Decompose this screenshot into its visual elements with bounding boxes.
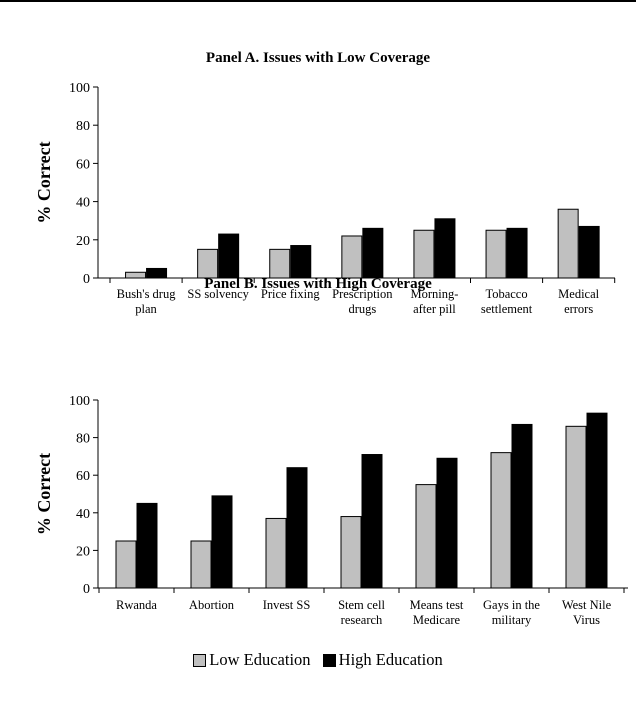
panel-a-bar-high	[290, 245, 312, 279]
legend-swatch-low	[193, 653, 207, 667]
panel-a-bar-high	[146, 267, 168, 279]
panel-b-category-label: Medicare	[413, 613, 461, 627]
panel-b-bar-high	[586, 412, 608, 589]
panel-b-category-label: Gays in the	[483, 598, 540, 612]
panel-b-bar-low	[415, 484, 437, 589]
panel-a-bar-low	[485, 229, 507, 279]
legend: Low Education High Education	[0, 650, 636, 672]
top-rule	[0, 0, 636, 2]
panel-b-category-label: military	[492, 613, 532, 627]
panel-a-bar-low	[197, 248, 219, 279]
legend-item-high: High Education	[322, 650, 443, 670]
panel-a-ytick-label: 0	[83, 272, 90, 287]
legend-label-low: Low Education	[209, 650, 311, 669]
panel-b-bar-low	[265, 517, 287, 589]
panel-b-bar-high	[361, 454, 383, 589]
panel-a-category-label: Morning-	[410, 287, 458, 301]
panel-a-ytick-label: 80	[76, 119, 90, 134]
panel-a-bar-low	[341, 235, 363, 279]
panel-a-bar-high	[218, 233, 240, 279]
panel-a-ytick-label: 60	[76, 157, 90, 172]
panel-a-category-label: SS solvency	[187, 287, 249, 301]
panel-b-ylabel: % Correct	[34, 453, 54, 535]
panel-b-bar-high	[511, 423, 533, 589]
panel-b-category-label: Means test	[410, 598, 464, 612]
panel-a-bar-high	[434, 218, 456, 279]
panel-a-ytick-label: 100	[69, 81, 90, 96]
panel-a-ytick-label: 40	[76, 196, 90, 211]
panel-a-ytick-label: 20	[76, 234, 90, 249]
panel-a-category-label: errors	[564, 302, 593, 316]
panel-a-category-label: after pill	[413, 302, 456, 316]
panel-a-category-label: Medical	[558, 287, 599, 301]
panel-a-category-label: plan	[135, 302, 157, 316]
panel-b-title: Panel B. Issues with High Coverage	[204, 276, 432, 292]
panel-b-ytick-label: 40	[76, 507, 90, 522]
panel-a-bar-low	[413, 229, 435, 279]
panel-b-bar-low	[490, 452, 512, 589]
panel-b-bar-high	[286, 467, 308, 589]
legend-label-high: High Education	[338, 650, 443, 669]
panel-b-category-label: West Nile	[562, 598, 612, 612]
panel-b-ytick-label: 60	[76, 469, 90, 484]
panel-a-bar-low	[125, 271, 147, 279]
panel-b-category-label: research	[341, 613, 383, 627]
panel-b-bar-high	[211, 495, 233, 589]
panel-a-category-label: Prescription	[332, 287, 393, 301]
panel-a-category-label: Bush's drug	[117, 287, 177, 301]
panel-a-bar-high	[506, 227, 528, 279]
panel-b-ytick-label: 20	[76, 544, 90, 559]
legend-swatch-high	[322, 653, 336, 667]
panel-b-bar-low	[340, 516, 362, 589]
panel-a-title: Panel A. Issues with Low Coverage	[206, 50, 431, 66]
panel-b-category-label: Virus	[573, 613, 600, 627]
panel-a-bar-low	[269, 248, 291, 279]
panel-b-ytick-label: 100	[69, 394, 90, 409]
panel-a-bar-high	[362, 227, 384, 279]
panel-a-bar-low	[557, 208, 579, 279]
legend-item-low: Low Education	[193, 650, 311, 670]
panel-a-bar-high	[578, 225, 600, 279]
panel-a-ylabel: % Correct	[34, 141, 54, 223]
panel-b-bar-low	[190, 540, 212, 589]
panel-a-category-label: Price fixing	[261, 287, 320, 301]
panel-b-category-label: Stem cell	[338, 598, 385, 612]
panel-b-bar-low	[115, 540, 137, 589]
panel-b-category-label: Rwanda	[116, 598, 157, 612]
panel-a-category-label: settlement	[481, 302, 533, 316]
panel-b-bar-high	[436, 457, 458, 589]
panel-b-bar-high	[136, 502, 158, 589]
panel-a-category-label: drugs	[348, 302, 376, 316]
panel-a-category-label: Tobacco	[485, 287, 527, 301]
panel-b-category-label: Invest SS	[263, 598, 311, 612]
panel-b-bar-low	[565, 425, 587, 589]
panel-b-category-label: Abortion	[189, 598, 235, 612]
panel-b-ytick-label: 0	[83, 582, 90, 597]
panel-b-ytick-label: 80	[76, 432, 90, 447]
